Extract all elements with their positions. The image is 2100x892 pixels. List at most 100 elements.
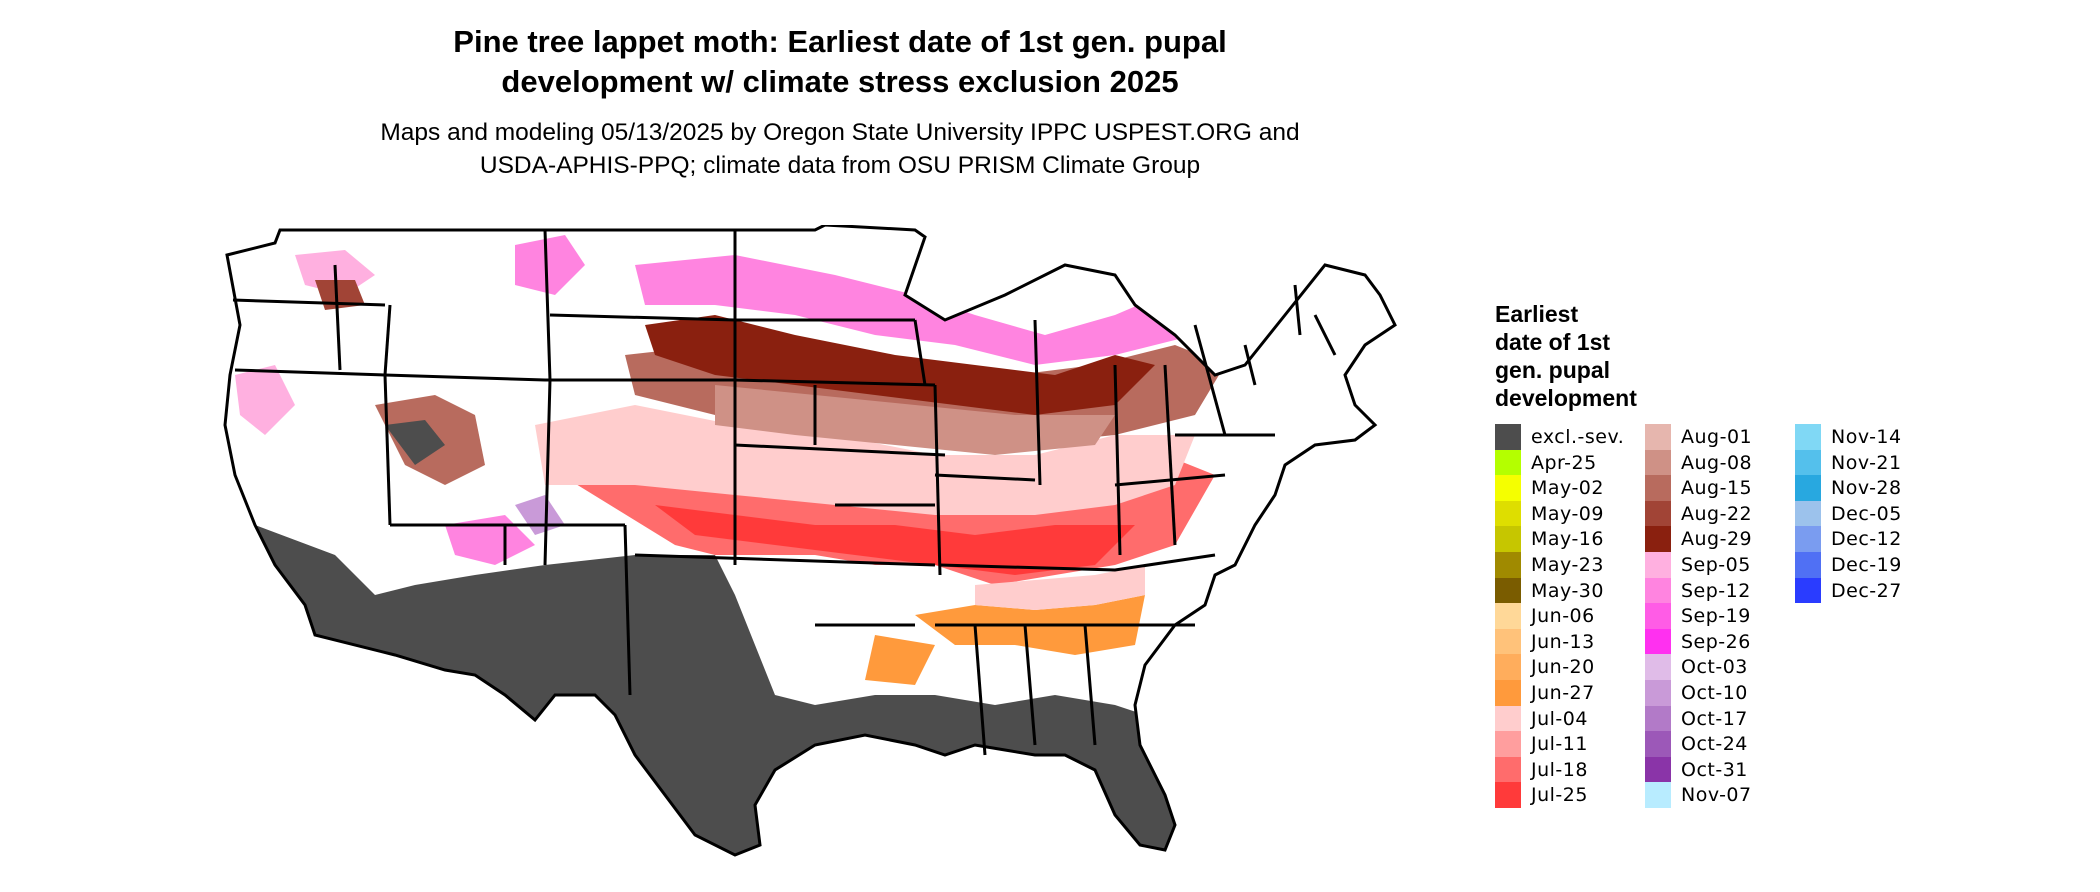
legend-item: Jun-13	[1495, 628, 1645, 655]
legend-swatch	[1495, 424, 1521, 450]
legend-swatch	[1645, 731, 1671, 757]
legend-label: Oct-31	[1681, 758, 1748, 781]
legend-label: Sep-26	[1681, 630, 1751, 653]
legend-item: Jun-06	[1495, 603, 1645, 629]
legend-label: Jul-04	[1531, 707, 1588, 730]
subtitle-line1: Maps and modeling 05/13/2025 by Oregon S…	[380, 119, 1300, 146]
legend-label: Jul-11	[1531, 733, 1588, 756]
legend-label: Sep-19	[1681, 605, 1751, 628]
legend-label: Dec-12	[1831, 528, 1902, 551]
legend-swatch	[1495, 603, 1521, 629]
legend-label: Jul-25	[1531, 784, 1588, 807]
legend-swatch	[1495, 782, 1521, 808]
legend-item: Sep-05	[1645, 552, 1795, 578]
legend-item: Oct-31	[1645, 756, 1795, 783]
legend-swatch	[1495, 500, 1521, 527]
legend-title-line3: gen. pupal	[1495, 357, 1610, 383]
legend-label: Nov-07	[1681, 784, 1752, 807]
legend-label: May-02	[1531, 477, 1604, 500]
legend-swatch	[1645, 603, 1671, 629]
legend-label: Dec-05	[1831, 502, 1902, 525]
legend-item: Sep-19	[1645, 603, 1795, 629]
legend-item: Sep-26	[1645, 628, 1795, 655]
legend-label: May-30	[1531, 579, 1604, 602]
legend-label: Dec-27	[1831, 579, 1902, 602]
us-map	[215, 225, 1465, 885]
legend-item: Sep-12	[1645, 577, 1795, 604]
legend-item: Aug-01	[1645, 424, 1795, 450]
legend-label: Aug-29	[1681, 528, 1753, 551]
legend-label: Jun-06	[1531, 605, 1595, 628]
legend-item: Oct-24	[1645, 731, 1795, 757]
legend-item: Dec-05	[1795, 500, 1945, 527]
legend-swatch	[1795, 526, 1821, 552]
legend-label: Jul-18	[1531, 758, 1588, 781]
legend-label: Nov-28	[1831, 477, 1902, 500]
legend-item: Jul-04	[1495, 705, 1645, 732]
legend-label: Oct-17	[1681, 707, 1748, 730]
legend-item: Jul-18	[1495, 756, 1645, 783]
legend-columns: excl.-sev. Apr-25 May-02 May-09 May-16 May-23…	[1495, 424, 1901, 824]
legend-label: Nov-21	[1831, 451, 1902, 474]
legend-swatch	[1645, 526, 1671, 552]
legend-label: Aug-15	[1681, 477, 1753, 500]
legend-item: Jun-20	[1495, 654, 1645, 680]
legend-swatch	[1645, 705, 1671, 732]
legend-title-line1: Earliest	[1495, 301, 1579, 327]
legend-item: May-02	[1495, 475, 1645, 501]
legend-swatch	[1495, 449, 1521, 476]
legend-item: May-30	[1495, 577, 1645, 604]
state-borders	[232, 229, 1337, 756]
legend-item: Nov-21	[1795, 449, 1945, 476]
legend-swatch	[1495, 680, 1521, 706]
legend-item: Apr-25	[1495, 449, 1645, 476]
legend-swatch	[1645, 654, 1671, 680]
legend: Earliest date of 1st gen. pupal developm…	[1495, 300, 1901, 820]
legend-item: Nov-28	[1795, 475, 1945, 501]
legend-label: Oct-10	[1681, 682, 1748, 704]
legend-label: Jun-20	[1531, 656, 1595, 679]
legend-item: May-16	[1495, 526, 1645, 552]
legend-swatch	[1645, 782, 1671, 808]
legend-label: Sep-05	[1681, 554, 1751, 576]
legend-item: Dec-27	[1795, 577, 1945, 604]
legend-item: Jun-27	[1495, 680, 1645, 706]
legend-item: Oct-10	[1645, 680, 1795, 706]
map-subtitle: Maps and modeling 05/13/2025 by Oregon S…	[170, 116, 1510, 182]
legend-swatch	[1645, 628, 1671, 655]
legend-swatch	[1495, 628, 1521, 655]
legend-item: excl.-sev.	[1495, 424, 1645, 450]
legend-swatch	[1645, 475, 1671, 501]
legend-swatch	[1495, 756, 1521, 783]
legend-item: Nov-14	[1795, 424, 1945, 450]
legend-item: Aug-15	[1645, 475, 1795, 501]
legend-item: May-23	[1495, 552, 1645, 578]
legend-label: Aug-08	[1681, 451, 1753, 474]
legend-item: May-09	[1495, 500, 1645, 527]
legend-swatch	[1495, 552, 1521, 578]
legend-swatch	[1495, 731, 1521, 757]
legend-item: Aug-08	[1645, 449, 1795, 476]
legend-swatch	[1795, 500, 1821, 527]
legend-item: Jul-11	[1495, 731, 1645, 757]
legend-swatch	[1645, 552, 1671, 578]
legend-label: Apr-25	[1531, 451, 1597, 474]
legend-label: excl.-sev.	[1531, 426, 1625, 448]
legend-item: Jul-25	[1495, 782, 1645, 808]
legend-label: Oct-24	[1681, 733, 1748, 756]
subtitle-line2: USDA-APHIS-PPQ; climate data from OSU PR…	[479, 152, 1201, 179]
legend-swatch	[1495, 705, 1521, 732]
legend-label: Nov-14	[1831, 426, 1902, 448]
legend-label: Jun-13	[1531, 630, 1595, 653]
legend-label: Jun-27	[1531, 682, 1595, 704]
legend-label: Aug-01	[1681, 426, 1753, 448]
legend-swatch	[1795, 475, 1821, 501]
legend-swatch	[1495, 526, 1521, 552]
legend-label: Dec-19	[1831, 554, 1902, 576]
legend-swatch	[1645, 577, 1671, 604]
legend-swatch	[1795, 449, 1821, 476]
legend-swatch	[1495, 577, 1521, 604]
legend-item: Nov-07	[1645, 782, 1795, 808]
legend-label: Aug-22	[1681, 502, 1753, 525]
legend-swatch	[1645, 449, 1671, 476]
